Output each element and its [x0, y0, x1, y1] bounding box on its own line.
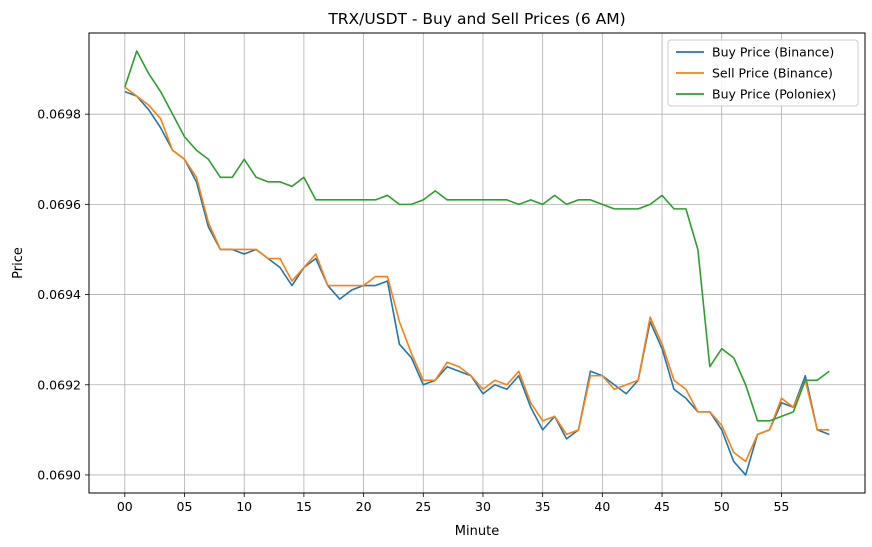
- x-tick-label: 05: [177, 499, 193, 514]
- legend: Buy Price (Binance) Sell Price (Binance) B…: [667, 39, 859, 107]
- legend-label: Buy Price (Binance): [712, 45, 834, 60]
- x-tick-label: 20: [356, 499, 372, 514]
- chart-title: TRX/USDT - Buy and Sell Prices (6 AM): [327, 10, 625, 28]
- x-axis-ticks: 00 05 10 15 20 25 30 35 40 45 50 55: [117, 493, 789, 514]
- legend-label: Buy Price (Poloniex): [712, 87, 836, 102]
- series-line-3: [124, 50, 830, 422]
- x-tick-label: 55: [773, 499, 789, 514]
- x-tick-label: 25: [415, 499, 431, 514]
- x-tick-label: 45: [654, 499, 670, 514]
- y-axis-ticks: 0.0690 0.0692 0.0694 0.0696 0.0698: [37, 107, 89, 482]
- series-line-1: [124, 90, 830, 476]
- x-axis-label: Minute: [455, 524, 499, 539]
- plot-area-frame: [88, 32, 866, 494]
- series-lines: [124, 50, 830, 476]
- x-tick-label: 10: [236, 499, 252, 514]
- x-tick-label: 30: [475, 499, 491, 514]
- x-tick-label: 35: [535, 499, 551, 514]
- legend-label: Sell Price (Binance): [712, 66, 833, 81]
- y-axis-label: Price: [11, 247, 26, 279]
- y-tick-label: 0.0690: [37, 467, 81, 482]
- y-tick-label: 0.0692: [37, 377, 81, 392]
- x-tick-label: 00: [117, 499, 133, 514]
- y-tick-label: 0.0696: [37, 197, 81, 212]
- legend-box: [667, 39, 859, 107]
- x-tick-label: 15: [296, 499, 312, 514]
- y-tick-label: 0.0698: [37, 107, 81, 122]
- series-line-2: [124, 86, 830, 463]
- x-tick-label: 40: [594, 499, 610, 514]
- y-tick-label: 0.0694: [37, 287, 81, 302]
- x-tick-label: 50: [714, 499, 730, 514]
